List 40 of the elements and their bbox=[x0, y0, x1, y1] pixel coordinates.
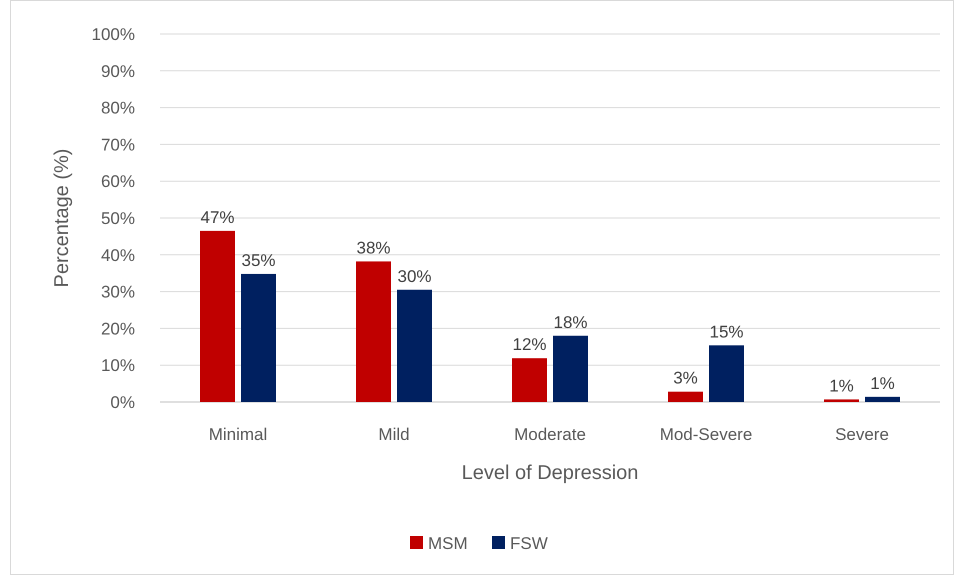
y-tick-label: 50% bbox=[100, 208, 135, 228]
data-label: 15% bbox=[709, 322, 744, 342]
bar bbox=[512, 358, 547, 402]
data-label: 30% bbox=[397, 266, 432, 286]
x-tick-label: Moderate bbox=[514, 425, 586, 444]
data-label: 38% bbox=[356, 238, 391, 258]
y-tick-label: 90% bbox=[100, 62, 135, 81]
x-tick-label: Minimal bbox=[208, 425, 268, 444]
data-label: 18% bbox=[553, 312, 588, 332]
x-axis-title: Level of Depression bbox=[462, 462, 638, 484]
y-tick-label: 0% bbox=[110, 392, 135, 412]
bar bbox=[668, 392, 703, 402]
y-tick-label: 100% bbox=[92, 24, 135, 44]
x-tick-label: Mod-Severe bbox=[660, 425, 752, 444]
x-tick-label: Mild bbox=[378, 425, 410, 444]
data-label: 1% bbox=[829, 376, 854, 396]
y-axis-title: Percentage (%) bbox=[51, 148, 73, 288]
bar bbox=[200, 230, 235, 402]
data-label: 35% bbox=[241, 250, 276, 270]
y-tick-label: 80% bbox=[100, 98, 135, 118]
bar bbox=[865, 396, 900, 402]
bar bbox=[356, 261, 391, 402]
bar bbox=[397, 290, 432, 402]
y-tick-label: 10% bbox=[100, 356, 135, 376]
legend-label: FSW bbox=[510, 534, 548, 553]
y-tick-label: 40% bbox=[100, 246, 135, 265]
data-label: 1% bbox=[870, 374, 895, 393]
y-tick-label: 20% bbox=[100, 319, 135, 338]
bar bbox=[709, 345, 744, 402]
bar bbox=[241, 274, 276, 402]
bar bbox=[824, 399, 859, 402]
y-tick-label: 30% bbox=[100, 282, 135, 302]
data-label: 47% bbox=[200, 208, 235, 227]
legend-label: MSM bbox=[428, 534, 468, 553]
x-tick-label: Severe bbox=[835, 425, 889, 444]
y-tick-label: 70% bbox=[100, 135, 135, 154]
data-label: 3% bbox=[673, 368, 698, 388]
bar bbox=[553, 336, 588, 402]
y-tick-label: 60% bbox=[100, 172, 135, 192]
data-label: 12% bbox=[512, 335, 547, 354]
